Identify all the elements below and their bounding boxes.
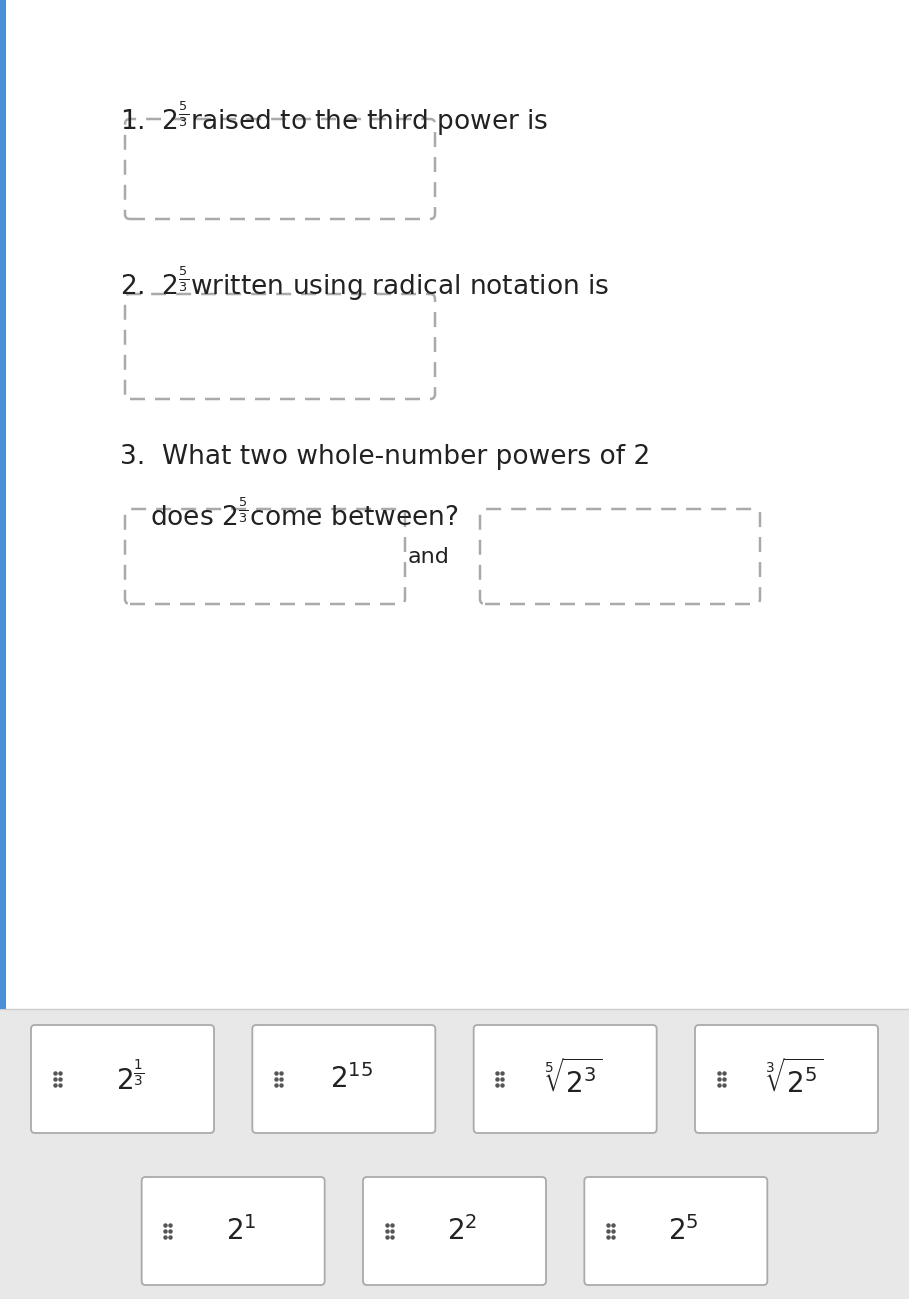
Bar	[0, 0, 909, 1009]
FancyBboxPatch shape	[474, 1025, 656, 1133]
FancyBboxPatch shape	[480, 509, 760, 604]
FancyBboxPatch shape	[125, 509, 405, 604]
FancyBboxPatch shape	[253, 1025, 435, 1133]
Text: $2^{\frac{1}{3}}$: $2^{\frac{1}{3}}$	[116, 1061, 145, 1096]
Text: $\sqrt[3]{2^5}$: $\sqrt[3]{2^5}$	[765, 1059, 824, 1099]
FancyBboxPatch shape	[363, 1177, 546, 1285]
Text: 2.  $2^{\frac{5}{3}}$written using radical notation is: 2. $2^{\frac{5}{3}}$written using radica…	[120, 264, 609, 303]
FancyBboxPatch shape	[31, 1025, 214, 1133]
FancyBboxPatch shape	[125, 120, 435, 220]
Text: $\sqrt[5]{2^3}$: $\sqrt[5]{2^3}$	[544, 1059, 603, 1099]
Text: and: and	[408, 547, 450, 566]
FancyBboxPatch shape	[125, 294, 435, 399]
Text: $2^5$: $2^5$	[668, 1216, 699, 1246]
Text: $2^{15}$: $2^{15}$	[330, 1064, 374, 1094]
Text: $2^2$: $2^2$	[447, 1216, 477, 1246]
FancyBboxPatch shape	[584, 1177, 767, 1285]
FancyBboxPatch shape	[695, 1025, 878, 1133]
Text: $2^1$: $2^1$	[225, 1216, 256, 1246]
Text: 1.  $2^{\frac{5}{3}}$raised to the third power is: 1. $2^{\frac{5}{3}}$raised to the third …	[120, 99, 548, 138]
Text: does $2^{\frac{5}{3}}$come between?: does $2^{\frac{5}{3}}$come between?	[150, 499, 459, 531]
Bar	[0, 0, 6, 1009]
Bar	[0, 1009, 909, 1299]
FancyBboxPatch shape	[142, 1177, 325, 1285]
Text: 3.  What two whole-number powers of 2: 3. What two whole-number powers of 2	[120, 444, 650, 470]
